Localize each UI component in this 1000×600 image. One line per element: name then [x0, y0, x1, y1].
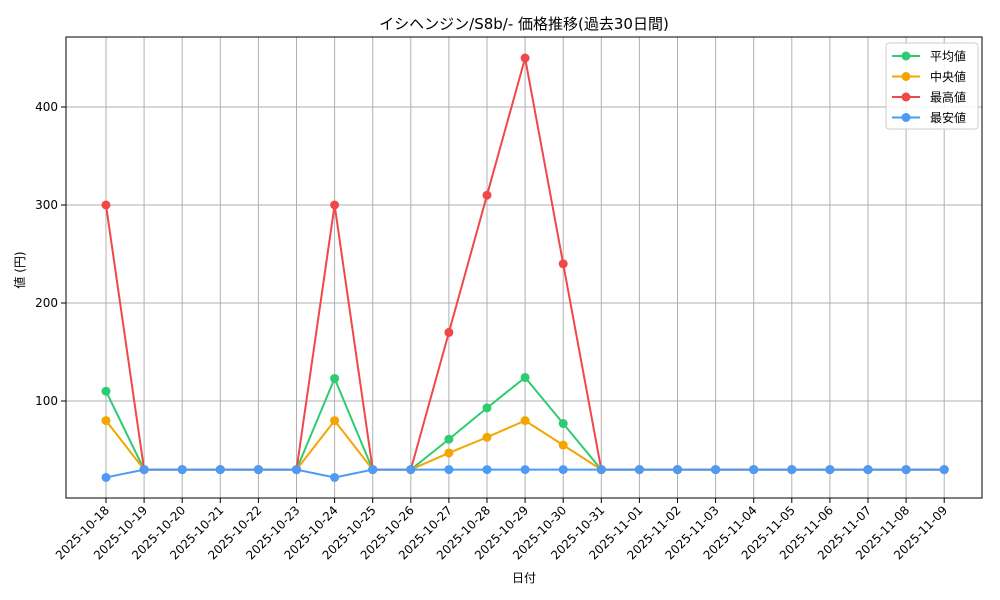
data-point	[139, 465, 149, 475]
y-tick-label: 200	[35, 296, 58, 310]
data-point	[444, 434, 454, 444]
data-point	[634, 465, 644, 475]
legend-label: 中央値	[930, 69, 966, 84]
data-point	[406, 465, 416, 475]
data-point	[596, 465, 606, 475]
data-point	[482, 190, 492, 200]
legend-marker-icon	[901, 51, 911, 61]
legend-label: 最安値	[930, 110, 966, 125]
legend-box	[885, 42, 979, 130]
data-point	[368, 465, 378, 475]
data-point	[330, 472, 340, 482]
data-point	[673, 465, 682, 475]
data-point	[101, 472, 111, 482]
series-layer	[101, 53, 949, 482]
data-point	[482, 465, 492, 475]
y-axis-ticks: 100 200 300 400	[35, 100, 66, 408]
data-point	[482, 403, 492, 413]
data-point	[787, 465, 797, 475]
data-point	[520, 416, 530, 426]
data-point	[558, 259, 568, 269]
data-point	[177, 465, 187, 475]
y-axis-label: 値 (円)	[12, 251, 27, 288]
data-point	[825, 465, 835, 475]
data-point	[711, 465, 721, 475]
legend-label: 最高値	[930, 90, 966, 105]
data-point	[330, 200, 340, 210]
data-point	[558, 465, 568, 475]
legend-item: 最高値	[892, 90, 966, 105]
data-point	[253, 465, 263, 475]
data-point	[558, 419, 568, 429]
data-point	[101, 200, 111, 210]
data-point	[292, 465, 301, 475]
legend-marker-icon	[901, 113, 911, 122]
data-point	[330, 416, 340, 426]
legend-marker-icon	[901, 72, 911, 81]
legend-item: 平均値	[892, 49, 966, 64]
y-tick-label: 400	[35, 100, 58, 114]
legend-item: 中央値	[892, 69, 966, 84]
data-point	[520, 53, 530, 63]
data-point	[444, 448, 454, 458]
data-point	[444, 465, 454, 475]
legend-marker-icon	[901, 92, 911, 102]
data-point	[101, 386, 111, 396]
data-point	[863, 465, 873, 475]
data-point	[558, 440, 568, 450]
plot-frame	[65, 36, 983, 499]
x-axis-ticks: 2025-10-182025-10-192025-10-202025-10-21…	[53, 498, 950, 562]
data-point	[482, 432, 492, 442]
data-point	[520, 465, 530, 475]
grid-lines	[66, 37, 982, 498]
data-point	[939, 465, 949, 475]
x-axis-label: 日付	[512, 571, 536, 585]
series-最安値	[101, 465, 949, 482]
legend-label: 平均値	[930, 49, 966, 64]
data-point	[901, 465, 911, 475]
y-tick-label: 100	[35, 394, 58, 408]
data-point	[330, 373, 340, 383]
data-point	[749, 465, 759, 475]
data-point	[444, 327, 454, 337]
y-tick-label: 300	[35, 198, 58, 212]
data-point	[520, 372, 530, 382]
data-point	[215, 465, 225, 475]
legend-item: 最安値	[892, 110, 966, 125]
data-point	[101, 416, 111, 426]
chart-title: イシヘンジン/S8b/- 価格推移(過去30日間)	[379, 15, 669, 33]
